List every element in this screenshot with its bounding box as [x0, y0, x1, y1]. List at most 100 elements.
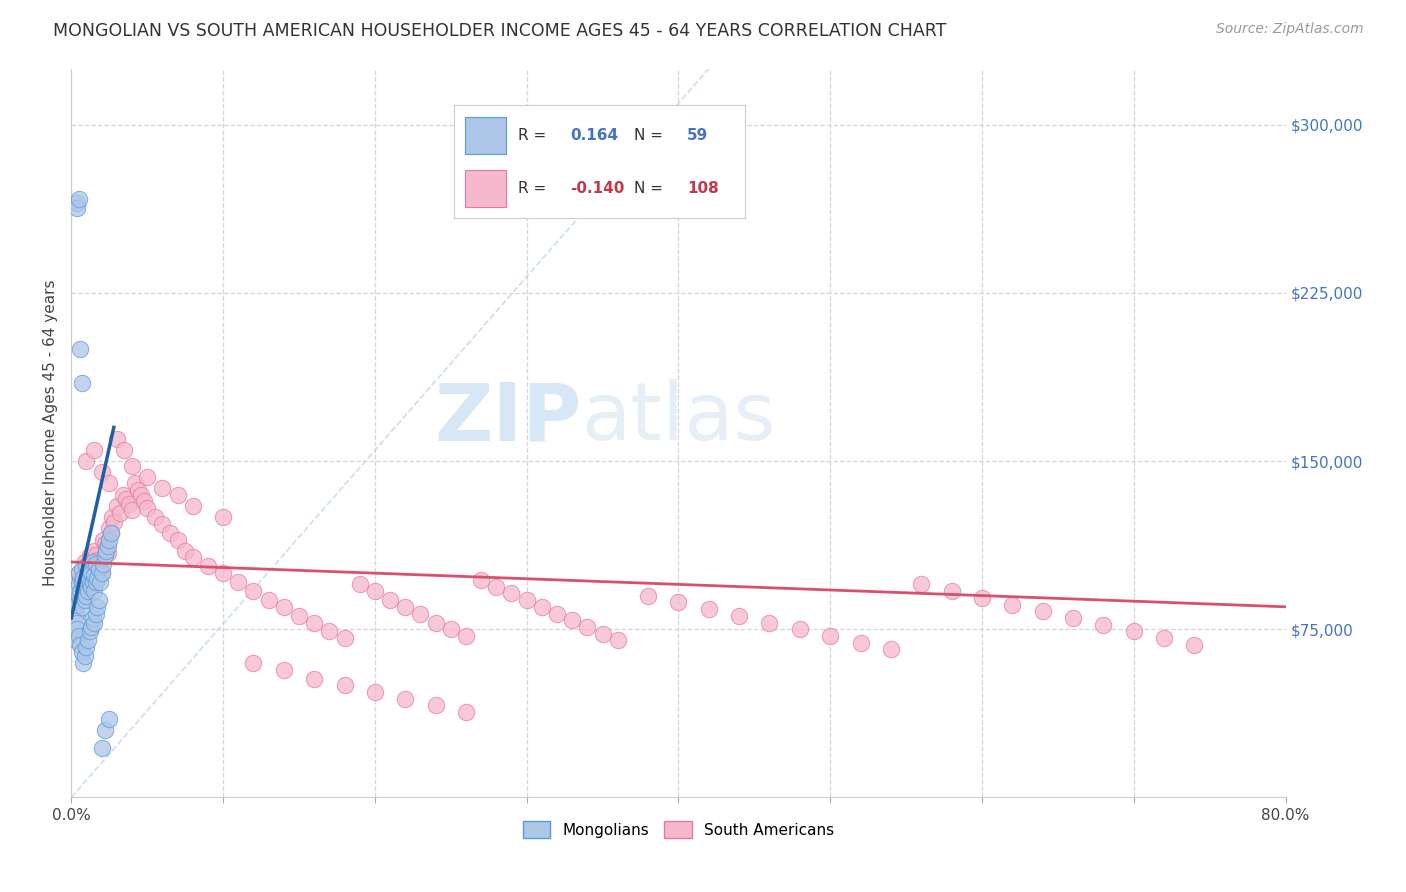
Point: [83, 442, 105, 457]
Point: [697, 602, 720, 616]
Point: [108, 506, 131, 520]
Point: [111, 488, 134, 502]
Point: [758, 615, 780, 630]
Text: atlas: atlas: [581, 379, 776, 458]
Point: [970, 591, 993, 605]
Point: [789, 622, 811, 636]
Point: [103, 515, 125, 529]
Point: [174, 543, 197, 558]
Point: [425, 698, 447, 713]
Point: [66, 196, 89, 211]
Y-axis label: Householder Income Ages 45 - 64 years: Householder Income Ages 45 - 64 years: [44, 280, 58, 586]
Point: [82, 575, 104, 590]
Point: [84, 575, 107, 590]
Point: [530, 599, 553, 614]
Point: [69, 342, 91, 356]
Point: [849, 636, 872, 650]
Point: [73, 577, 96, 591]
Point: [89, 562, 111, 576]
Point: [84, 607, 107, 621]
Point: [70, 562, 93, 576]
Point: [70, 376, 93, 390]
Point: [136, 501, 159, 516]
Point: [114, 442, 136, 457]
Point: [1122, 624, 1144, 639]
Point: [67, 589, 90, 603]
Point: [90, 566, 112, 581]
Point: [84, 557, 107, 571]
Point: [76, 640, 98, 655]
Point: [87, 557, 110, 571]
Point: [98, 533, 121, 547]
Point: [69, 638, 91, 652]
Point: [72, 580, 94, 594]
Point: [69, 593, 91, 607]
Point: [91, 557, 114, 571]
Point: [136, 469, 159, 483]
Point: [941, 584, 963, 599]
Point: [76, 454, 98, 468]
Point: [72, 571, 94, 585]
Point: [84, 548, 107, 562]
Point: [66, 615, 89, 630]
Point: [1153, 631, 1175, 645]
Point: [77, 571, 100, 585]
Point: [440, 622, 463, 636]
Point: [67, 192, 90, 206]
Point: [96, 541, 118, 556]
Point: [1032, 604, 1054, 618]
Point: [129, 488, 152, 502]
Point: [86, 571, 108, 585]
Point: [66, 598, 89, 612]
Point: [910, 577, 932, 591]
Point: [90, 566, 112, 581]
Point: [818, 629, 841, 643]
Point: [364, 584, 387, 599]
Point: [127, 483, 149, 498]
Point: [166, 488, 188, 502]
Point: [1062, 611, 1084, 625]
Point: [73, 555, 96, 569]
Point: [454, 629, 477, 643]
Point: [89, 575, 111, 590]
Point: [70, 575, 93, 590]
Point: [91, 533, 114, 547]
Point: [80, 580, 103, 594]
Point: [80, 552, 103, 566]
Point: [1184, 638, 1206, 652]
Point: [93, 548, 115, 562]
Point: [73, 649, 96, 664]
Point: [516, 593, 538, 607]
Point: [79, 624, 101, 639]
Point: [212, 510, 235, 524]
Point: [561, 613, 583, 627]
Point: [606, 633, 628, 648]
Point: [124, 476, 146, 491]
Text: ZIP: ZIP: [434, 379, 581, 458]
Point: [101, 510, 124, 524]
Text: Source: ZipAtlas.com: Source: ZipAtlas.com: [1216, 22, 1364, 37]
Point: [87, 562, 110, 576]
Point: [668, 595, 690, 609]
Point: [77, 564, 100, 578]
Point: [86, 552, 108, 566]
Point: [82, 611, 104, 625]
Point: [100, 525, 122, 540]
Point: [115, 492, 138, 507]
Point: [82, 557, 104, 571]
Point: [83, 615, 105, 630]
Point: [83, 584, 105, 599]
Point: [76, 589, 98, 603]
Point: [364, 685, 387, 699]
Point: [67, 566, 90, 581]
Point: [93, 537, 115, 551]
Point: [394, 599, 416, 614]
Point: [76, 573, 98, 587]
Point: [87, 593, 110, 607]
Point: [76, 559, 98, 574]
Point: [80, 566, 103, 581]
Legend: Mongolians, South Americans: Mongolians, South Americans: [516, 814, 841, 845]
Point: [143, 510, 166, 524]
Point: [66, 622, 89, 636]
Text: MONGOLIAN VS SOUTH AMERICAN HOUSEHOLDER INCOME AGES 45 - 64 YEARS CORRELATION CH: MONGOLIAN VS SOUTH AMERICAN HOUSEHOLDER …: [53, 22, 946, 40]
